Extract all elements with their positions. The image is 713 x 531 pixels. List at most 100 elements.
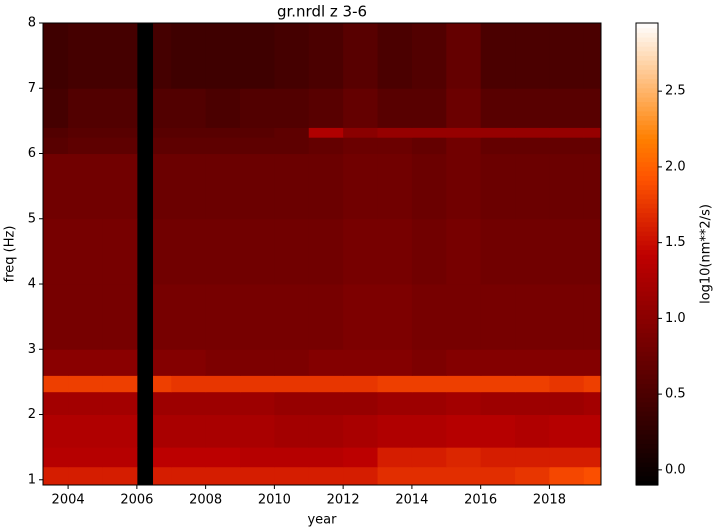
heatmap-cell — [446, 391, 482, 416]
colorbar-strip — [636, 471, 658, 477]
heatmap-cell — [240, 349, 275, 376]
heatmap-cell — [446, 88, 482, 128]
heatmap-cell — [205, 414, 241, 448]
heatmap-cell — [308, 375, 344, 393]
colorbar-strip — [636, 129, 658, 135]
heatmap-cell — [308, 218, 344, 285]
colorbar-tick-label: 1.0 — [665, 311, 686, 326]
heatmap-cell — [480, 137, 516, 155]
heatmap-cell — [583, 218, 602, 285]
heatmap-cell — [411, 88, 447, 128]
colorbar — [636, 23, 658, 486]
colorbar-strip — [636, 180, 658, 186]
heatmap-cell — [102, 284, 138, 350]
heatmap-cell — [205, 447, 241, 468]
heatmap-cell — [515, 349, 550, 376]
heatmap-cell — [515, 153, 550, 220]
colorbar-strip — [636, 36, 658, 43]
colorbar-strip — [636, 346, 658, 352]
y-tick-label: 7 — [28, 81, 36, 96]
colorbar-strip — [636, 41, 658, 47]
heatmap-cell — [153, 88, 172, 128]
colorbar-strip — [636, 480, 658, 486]
colorbar-strip — [636, 230, 658, 237]
heatmap-cell — [171, 153, 207, 220]
colorbar-strip — [636, 341, 658, 347]
heatmap-cell — [102, 349, 138, 376]
heatmap-cell — [480, 466, 516, 486]
heatmap-cell — [446, 466, 482, 486]
heatmap-cell — [480, 375, 516, 393]
colorbar-strip — [636, 189, 658, 195]
colorbar-strip — [636, 23, 658, 29]
colorbar-tick-label: 2.0 — [665, 159, 686, 174]
heatmap-cell — [68, 218, 103, 285]
heatmap-cell — [171, 391, 207, 416]
heatmap-cell — [240, 137, 275, 155]
heatmap-cell — [68, 284, 103, 350]
heatmap-cell — [308, 466, 344, 486]
colorbar-strip — [636, 120, 658, 126]
heatmap-cell — [43, 284, 69, 350]
heatmap-cell — [68, 414, 103, 448]
heatmap-cell — [308, 349, 344, 376]
heatmap-cell — [411, 447, 447, 468]
heatmap-cell — [343, 284, 379, 350]
colorbar-strip — [636, 92, 658, 98]
heatmap-cell — [153, 414, 172, 448]
heatmap-cell — [205, 88, 241, 128]
x-tick-label: 2012 — [327, 493, 360, 508]
heatmap-cell — [240, 414, 275, 448]
colorbar-strip — [636, 69, 658, 75]
heatmap-cell — [377, 349, 413, 376]
heatmap-cell — [411, 218, 447, 285]
heatmap-cell — [274, 153, 310, 220]
heatmap-cell — [411, 349, 447, 376]
colorbar-strip — [636, 133, 658, 140]
heatmap-cell — [102, 375, 138, 393]
heatmap-cell — [446, 127, 482, 138]
colorbar-strip — [636, 221, 658, 227]
colorbar-strip — [636, 254, 658, 260]
x-tick-label: 2016 — [464, 493, 497, 508]
x-tick-label: 2018 — [533, 493, 566, 508]
heatmap-cell — [480, 127, 516, 138]
y-tick-label: 1 — [28, 472, 36, 487]
heatmap-cell — [515, 447, 550, 468]
colorbar-strip — [636, 424, 658, 431]
heatmap-cell — [153, 391, 172, 416]
colorbar-strip — [636, 101, 658, 107]
colorbar-strip — [636, 143, 658, 149]
colorbar-strip — [636, 378, 658, 384]
heatmap-cell — [480, 284, 516, 350]
heatmap-cell — [343, 414, 379, 448]
heatmap-cell — [153, 349, 172, 376]
heatmap-cell — [205, 349, 241, 376]
colorbar-strip — [636, 318, 658, 324]
heatmap-cell — [549, 466, 585, 486]
heatmap-cell — [274, 88, 310, 128]
heatmap-cell — [308, 127, 344, 138]
heatmap-cell — [205, 23, 241, 89]
heatmap-cell — [308, 137, 344, 155]
heatmap-cell — [549, 447, 585, 468]
heatmap-cell — [515, 23, 550, 89]
colorbar-strip — [636, 27, 658, 33]
colorbar-strip — [636, 300, 658, 306]
colorbar-strip — [636, 355, 658, 361]
heatmap-cell — [411, 375, 447, 393]
heatmap-cell — [274, 466, 310, 486]
heatmap-cell — [480, 23, 516, 89]
heatmap-cell — [377, 414, 413, 448]
plot-frame — [42, 22, 602, 486]
heatmap-cell — [274, 284, 310, 350]
heatmap-cell — [153, 218, 172, 285]
heatmap-cell — [583, 137, 602, 155]
x-tick-label: 2006 — [120, 493, 153, 508]
colorbar-strip — [636, 337, 658, 343]
heatmap-cell — [515, 137, 550, 155]
heatmap-cell — [274, 23, 310, 89]
heatmap-cell — [102, 127, 138, 138]
colorbar-strip — [636, 286, 658, 292]
colorbar-tick-label: 0.5 — [665, 387, 686, 402]
